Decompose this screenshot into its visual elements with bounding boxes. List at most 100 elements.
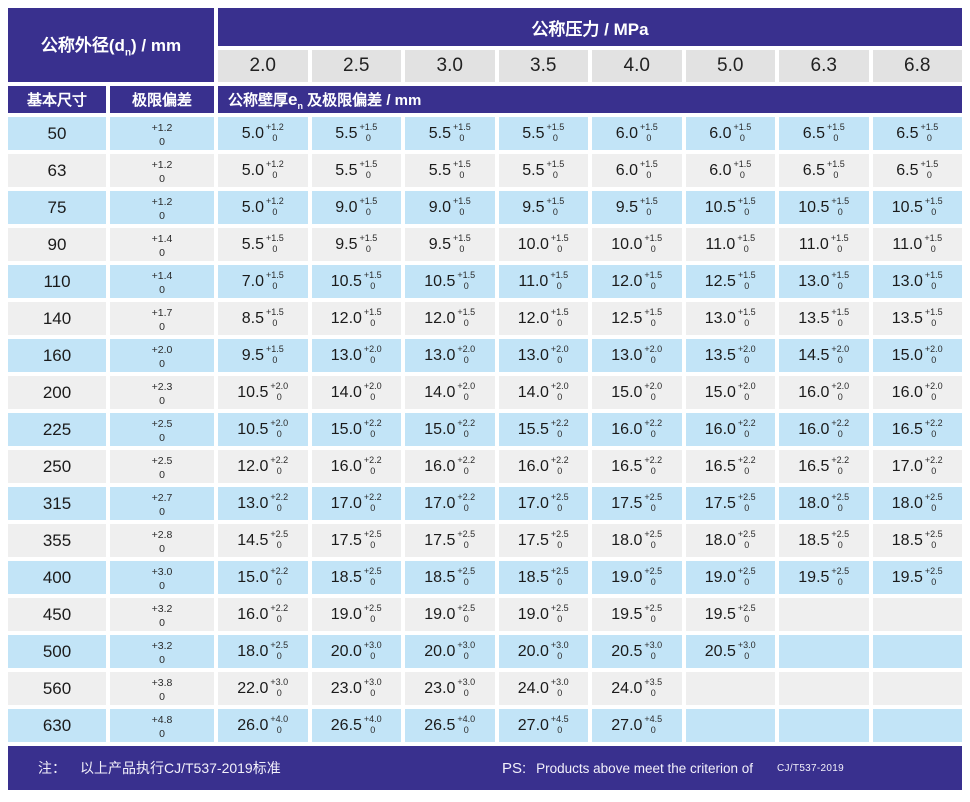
- thickness-value-group: 24.0 +3.0 0: [518, 677, 569, 700]
- wall-thickness-cell: 10.0 +1.5 0: [592, 228, 682, 261]
- wall-thickness-cell: 9.0 +1.5 0: [311, 191, 401, 224]
- wall-thickness-cell: 5.0 +1.2 0: [218, 154, 308, 187]
- thickness-value-group: 16.5 +2.2 0: [798, 455, 849, 478]
- empty-cell: [872, 598, 962, 631]
- tolerance-stack: +2.2 0: [270, 603, 288, 625]
- wall-thickness-cell: 18.0 +2.5 0: [592, 524, 682, 557]
- tolerance-stack: +2.0 0: [270, 418, 288, 440]
- wall-thickness-cell: 19.0 +2.5 0: [685, 561, 775, 594]
- tolerance-stack: +4.5 0: [551, 714, 569, 736]
- deviation-zero: 0: [159, 431, 165, 444]
- thickness-value: 22.0: [237, 679, 269, 697]
- limit-deviation-cell: +1.2 0: [110, 154, 214, 187]
- thickness-value-group: 12.0 +1.5 0: [424, 307, 475, 330]
- tolerance-stack: +2.2 0: [364, 492, 382, 514]
- tolerance-zero: 0: [370, 539, 376, 550]
- thickness-value-group: 10.5 +2.0 0: [237, 418, 288, 441]
- tolerance-plus: +2.0: [831, 343, 850, 354]
- tolerance-stack: +3.5 0: [644, 677, 662, 699]
- empty-cell: [872, 709, 962, 742]
- wall-thickness-cell: 19.5 +2.5 0: [872, 561, 962, 594]
- thickness-value: 20.0: [330, 642, 362, 660]
- thickness-value-group: 9.5 +1.5 0: [428, 233, 471, 256]
- tolerance-zero: 0: [370, 724, 376, 735]
- tolerance-plus: +1.5: [733, 158, 752, 169]
- deviation-plus: +1.2: [151, 196, 173, 209]
- thickness-value-group: 19.5 +2.5 0: [798, 566, 849, 589]
- wall-thickness-cell: 12.0 +1.5 0: [498, 302, 588, 335]
- wall-thickness-cell: 12.5 +1.5 0: [685, 265, 775, 298]
- wall-thickness-cell: 11.0 +1.5 0: [498, 265, 588, 298]
- dn-value: 355: [8, 524, 106, 557]
- thickness-value-group: 18.0 +2.5 0: [611, 529, 662, 552]
- thickness-value: 13.0: [424, 346, 456, 364]
- tolerance-stack: +3.0 0: [738, 640, 756, 662]
- tolerance-stack: +2.0 0: [551, 344, 569, 366]
- tolerance-zero: 0: [463, 465, 469, 476]
- tolerance-stack: +2.5 0: [364, 529, 382, 551]
- empty-cell: [779, 635, 869, 668]
- wall-thickness-cell: 18.5 +2.5 0: [498, 561, 588, 594]
- thickness-value: 5.5: [428, 161, 451, 179]
- tolerance-plus: +2.2: [644, 454, 663, 465]
- dn-value: 50: [8, 117, 106, 150]
- thickness-value: 17.5: [424, 531, 456, 549]
- wall-thickness-cell: 18.5 +2.5 0: [779, 524, 869, 557]
- tolerance-stack: +1.5 0: [266, 307, 284, 329]
- tolerance-zero: 0: [365, 169, 371, 180]
- thickness-value: 13.0: [611, 346, 643, 364]
- wall-thickness-cell: 10.5 +1.5 0: [685, 191, 775, 224]
- deviation-stack: +1.2 0: [152, 122, 173, 148]
- tolerance-plus: +1.5: [265, 306, 284, 317]
- tolerance-stack: +2.0 0: [925, 381, 943, 403]
- limit-deviation-cell: +1.4 0: [110, 228, 214, 261]
- thickness-value-group: 13.5 +1.5 0: [798, 307, 849, 330]
- tolerance-stack: +2.5 0: [644, 603, 662, 625]
- tolerance-stack: +2.5 0: [457, 603, 475, 625]
- tolerance-stack: +1.5 0: [359, 196, 377, 218]
- tolerance-zero: 0: [557, 724, 563, 735]
- deviation-stack: +1.4 0: [152, 233, 173, 259]
- tolerance-stack: +2.0 0: [738, 344, 756, 366]
- wall-thickness-cell: 10.0 +1.5 0: [498, 228, 588, 261]
- tolerance-zero: 0: [370, 317, 376, 328]
- wall-thickness-cell: 11.0 +1.5 0: [779, 228, 869, 261]
- thickness-value-group: 14.5 +2.5 0: [237, 529, 288, 552]
- tolerance-zero: 0: [272, 354, 278, 365]
- deviation-stack: +3.2 0: [152, 640, 173, 666]
- wall-thickness-cell: 13.0 +1.5 0: [872, 265, 962, 298]
- thickness-value-group: 5.0 +1.2 0: [242, 196, 284, 219]
- wall-thickness-cell: 13.0 +1.5 0: [685, 302, 775, 335]
- tolerance-zero: 0: [557, 613, 563, 624]
- wall-thickness-cell: 10.5 +2.0 0: [218, 376, 308, 409]
- wall-thickness-cell: 12.0 +2.2 0: [218, 450, 308, 483]
- wall-thickness-cell: 14.0 +2.0 0: [498, 376, 588, 409]
- tolerance-plus: +2.2: [270, 565, 289, 576]
- thickness-value-group: 17.0 +2.2 0: [331, 492, 382, 515]
- tolerance-plus: +1.5: [826, 121, 845, 132]
- deviation-plus: +2.7: [151, 492, 173, 505]
- tolerance-zero: 0: [557, 650, 563, 661]
- thickness-value-group: 10.5 +1.5 0: [798, 196, 849, 219]
- tolerance-zero: 0: [743, 243, 749, 254]
- thickness-value: 18.5: [891, 531, 923, 549]
- thickness-value-group: 8.5 +1.5 0: [242, 307, 284, 330]
- table-row: 63 +1.2 0 5.0 +1.2 0 5.5 +1.5 0 5.5 +1.5 0 5.5 +1.5 0 6…: [8, 154, 962, 187]
- thickness-value-group: 18.0 +2.5 0: [892, 492, 943, 515]
- tolerance-stack: +2.5 0: [738, 492, 756, 514]
- thickness-value-group: 11.0 +1.5 0: [518, 270, 568, 293]
- thickness-value: 9.5: [428, 235, 451, 253]
- thickness-value: 13.5: [798, 309, 830, 327]
- tolerance-zero: 0: [646, 132, 652, 143]
- tolerance-zero: 0: [650, 391, 656, 402]
- tolerance-plus: +2.0: [644, 380, 663, 391]
- tolerance-plus: +2.2: [270, 602, 289, 613]
- thickness-value-group: 17.5 +2.5 0: [424, 529, 475, 552]
- tolerance-stack: +1.5 0: [266, 344, 284, 366]
- thickness-value-group: 19.5 +2.5 0: [892, 566, 943, 589]
- tolerance-zero: 0: [276, 650, 282, 661]
- wall-thickness-cell: 17.0 +2.2 0: [405, 487, 495, 520]
- tolerance-zero: 0: [463, 391, 469, 402]
- thickness-value-group: 12.5 +1.5 0: [611, 307, 662, 330]
